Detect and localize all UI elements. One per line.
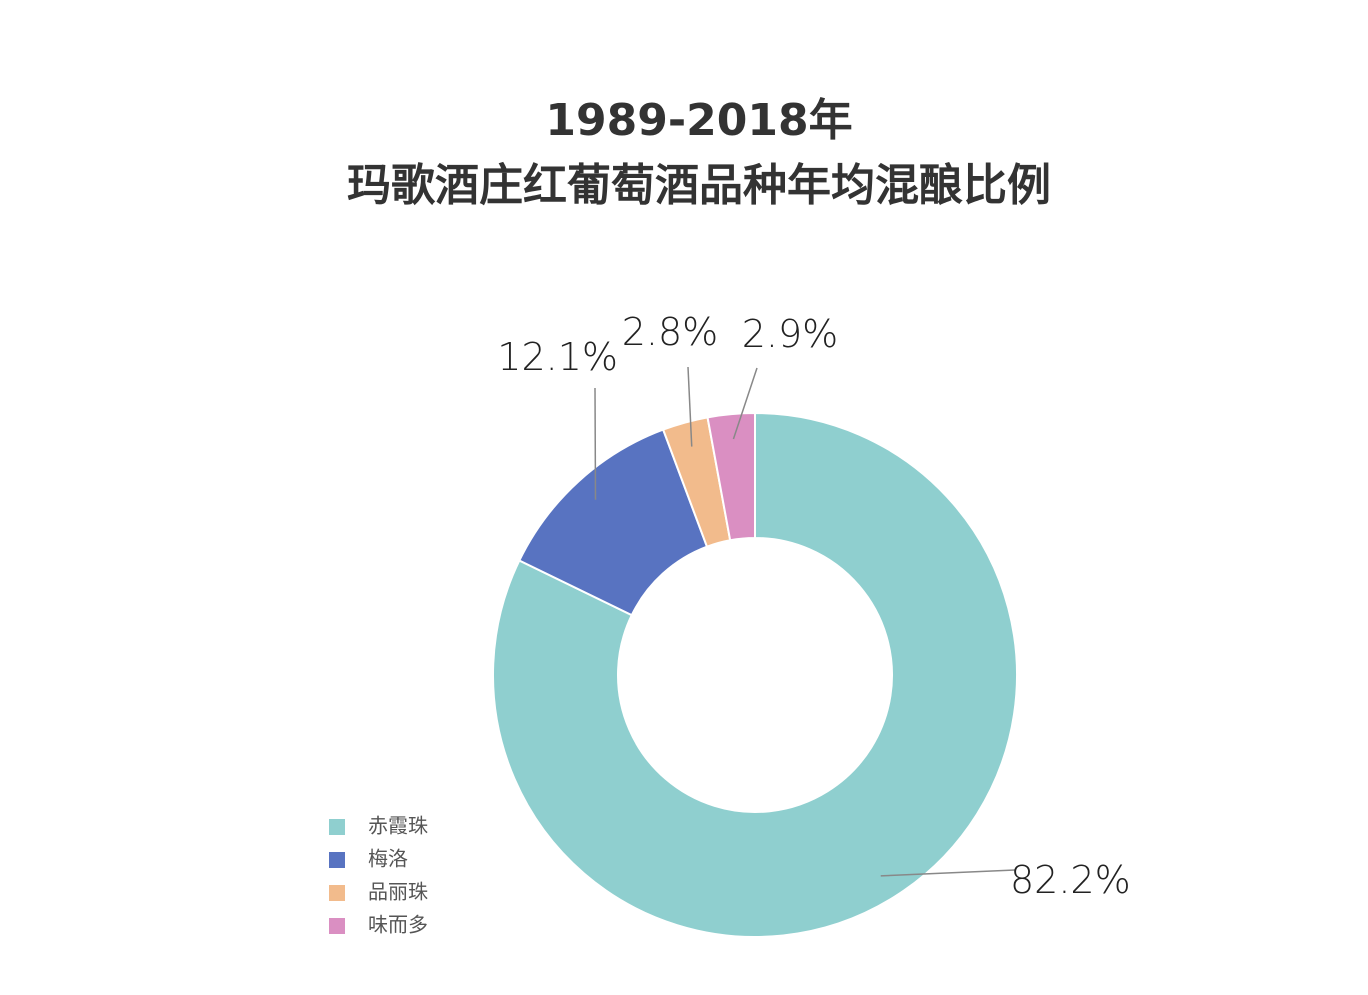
legend-swatch <box>329 852 345 868</box>
leader-line <box>687 366 693 447</box>
legend-swatch <box>329 819 345 835</box>
legend-label: 品丽珠 <box>368 880 428 904</box>
data-label: 82.2% <box>1010 858 1131 902</box>
legend-swatch <box>329 918 345 934</box>
data-label: 12.1% <box>497 335 618 379</box>
chart-title: 1989-2018年 <box>545 95 852 146</box>
data-label: 2.9% <box>742 312 839 356</box>
leader-line <box>732 367 758 440</box>
donut-segment <box>492 411 1018 938</box>
legend-label: 味而多 <box>368 913 428 937</box>
legend-label: 梅洛 <box>368 847 408 871</box>
chart-title: 玛歌酒庄红葡萄酒品种年均混酿比例 <box>347 160 1051 211</box>
leader-line <box>880 869 1016 877</box>
donut-segment <box>706 411 756 542</box>
legend-label: 赤霞珠 <box>368 814 428 838</box>
data-label: 2.8% <box>622 310 719 354</box>
legend-swatch <box>329 885 345 901</box>
